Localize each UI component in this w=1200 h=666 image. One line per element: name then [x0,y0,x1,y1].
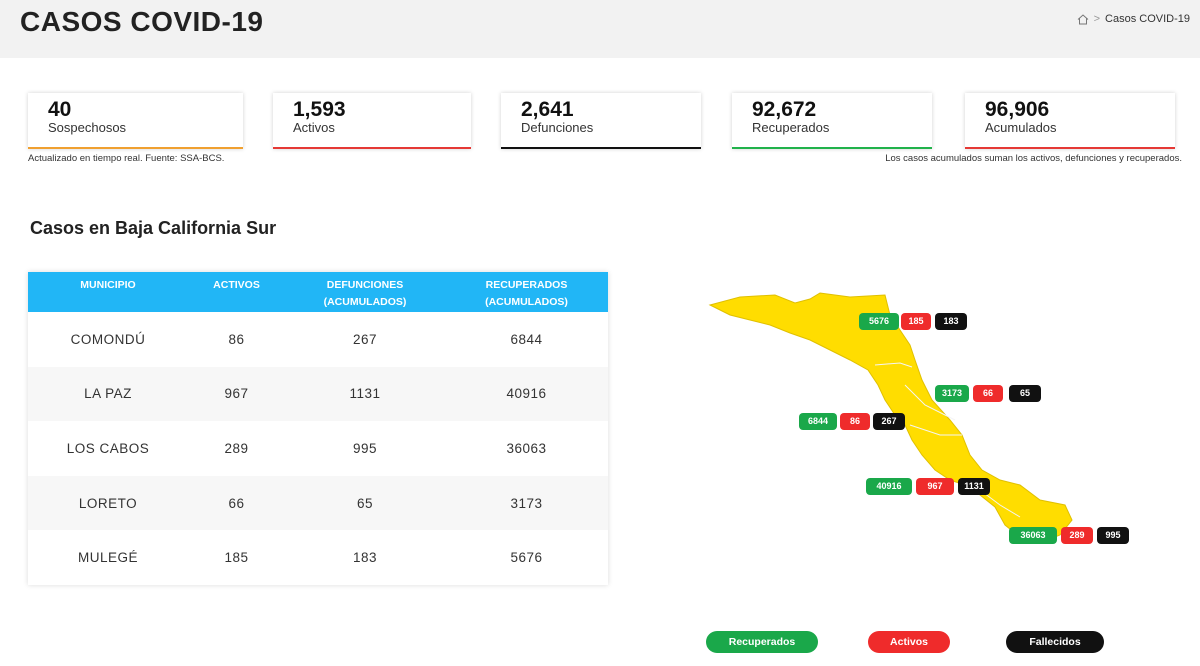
cell-defunciones: 65 [356,495,374,511]
column-header-subtext: (ACUMULADOS) [323,296,407,308]
table-row: LA PAZ 967 1131 40916 [28,366,608,422]
cell-activos: 185 [224,550,249,566]
municipal-borders [874,362,1021,518]
table-row: LORETO 66 65 3173 [28,475,608,531]
marker-comondu-fallecidos[interactable]: 267 [873,413,905,430]
column-header-recuperados: RECUPERADOS (ACUMULADOS) [445,272,608,312]
stat-label: Activos [293,120,335,135]
page-title: CASOS COVID-19 [20,6,264,37]
cell-recuperados: 3173 [510,495,543,511]
stat-value: 40 [48,98,72,121]
source-note: Actualizado en tiempo real. Fuente: SSA-… [28,153,225,164]
table-row: MULEGÉ 185 183 5676 [28,530,608,585]
column-header-text: DEFUNCIONES [326,279,404,291]
legend-recuperados: Recuperados [706,631,818,653]
marker-loreto-fallecidos[interactable]: 65 [1009,385,1041,402]
cell-recuperados: 5676 [510,550,543,566]
table-header-row: MUNICIPIO ACTIVOS DEFUNCIONES (ACUMULADOS… [28,272,608,312]
cell-municipio: COMONDÚ [70,331,146,347]
cell-municipio: LORETO [78,495,138,511]
stat-label: Sospechosos [48,120,127,135]
cell-defunciones: 183 [352,550,378,566]
cell-municipio: LA PAZ [84,386,132,402]
breadcrumb-current[interactable]: Casos COVID-19 [1105,13,1190,25]
marker-loreto-recuperados[interactable]: 3173 [935,385,969,402]
marker-loscabos-recuperados[interactable]: 36063 [1009,527,1057,544]
stat-value: 2,641 [521,98,574,121]
cell-municipio: MULEGÉ [77,550,138,566]
marker-lapaz-fallecidos[interactable]: 1131 [958,478,990,495]
cell-activos: 86 [228,331,245,347]
table-row: COMONDÚ 86 267 6844 [28,312,608,367]
cell-recuperados: 40916 [506,386,547,402]
legend-activos: Activos [868,631,950,653]
column-header-subtext: (ACUMULADOS) [485,296,568,308]
column-header-text: MUNICIPIO [80,279,136,291]
marker-comondu-activos[interactable]: 86 [840,413,870,430]
stat-card-sospechosos: 40 Sospechosos [28,93,243,149]
column-header-defunciones: DEFUNCIONES (ACUMULADOS) [285,272,445,312]
legend-fallecidos: Fallecidos [1006,631,1104,653]
column-header-municipio: MUNICIPIO [28,272,188,312]
column-header-text: RECUPERADOS [485,279,568,291]
cell-defunciones: 995 [352,440,378,456]
page-header: CASOS COVID-19 > Casos COVID-19 [0,0,1200,58]
column-header-activos: ACTIVOS [188,272,285,312]
cell-defunciones: 267 [352,331,378,347]
stat-value: 1,593 [293,98,346,121]
stat-label: Defunciones [521,120,594,135]
stat-value: 92,672 [752,98,817,121]
cell-recuperados: 36063 [506,440,547,456]
marker-loscabos-fallecidos[interactable]: 995 [1097,527,1129,544]
breadcrumb-separator: > [1093,13,1101,25]
table-row: LOS CABOS 289 995 36063 [28,421,608,476]
accumulated-note: Los casos acumulados suman los activos, … [885,153,1182,164]
marker-mulege-recuperados[interactable]: 5676 [859,313,899,330]
stat-card-recuperados: 92,672 Recuperados [732,93,932,149]
cell-activos: 289 [224,440,249,456]
marker-mulege-fallecidos[interactable]: 183 [935,313,967,330]
stat-card-defunciones: 2,641 Defunciones [501,93,701,149]
marker-loreto-activos[interactable]: 66 [973,385,1003,402]
cell-defunciones: 1131 [349,386,381,402]
stat-card-activos: 1,593 Activos [273,93,471,149]
marker-comondu-recuperados[interactable]: 6844 [799,413,837,430]
marker-loscabos-activos[interactable]: 289 [1061,527,1093,544]
section-title: Casos en Baja California Sur [30,218,277,238]
cell-activos: 66 [228,495,245,511]
cell-recuperados: 6844 [510,331,543,347]
marker-lapaz-recuperados[interactable]: 40916 [866,478,912,495]
marker-lapaz-activos[interactable]: 967 [916,478,954,495]
home-icon[interactable] [1077,13,1089,25]
stat-value: 96,906 [985,98,1050,121]
stat-label: Acumulados [985,120,1057,135]
cell-activos: 967 [224,386,249,402]
cell-municipio: LOS CABOS [66,440,150,456]
stat-label: Recuperados [752,120,830,135]
marker-mulege-activos[interactable]: 185 [901,313,931,330]
stat-card-acumulados: 96,906 Acumulados [965,93,1175,149]
column-header-text: ACTIVOS [213,279,260,291]
cases-table: MUNICIPIO ACTIVOS DEFUNCIONES (ACUMULADOS… [28,272,608,585]
breadcrumb: > Casos COVID-19 [1077,13,1190,25]
